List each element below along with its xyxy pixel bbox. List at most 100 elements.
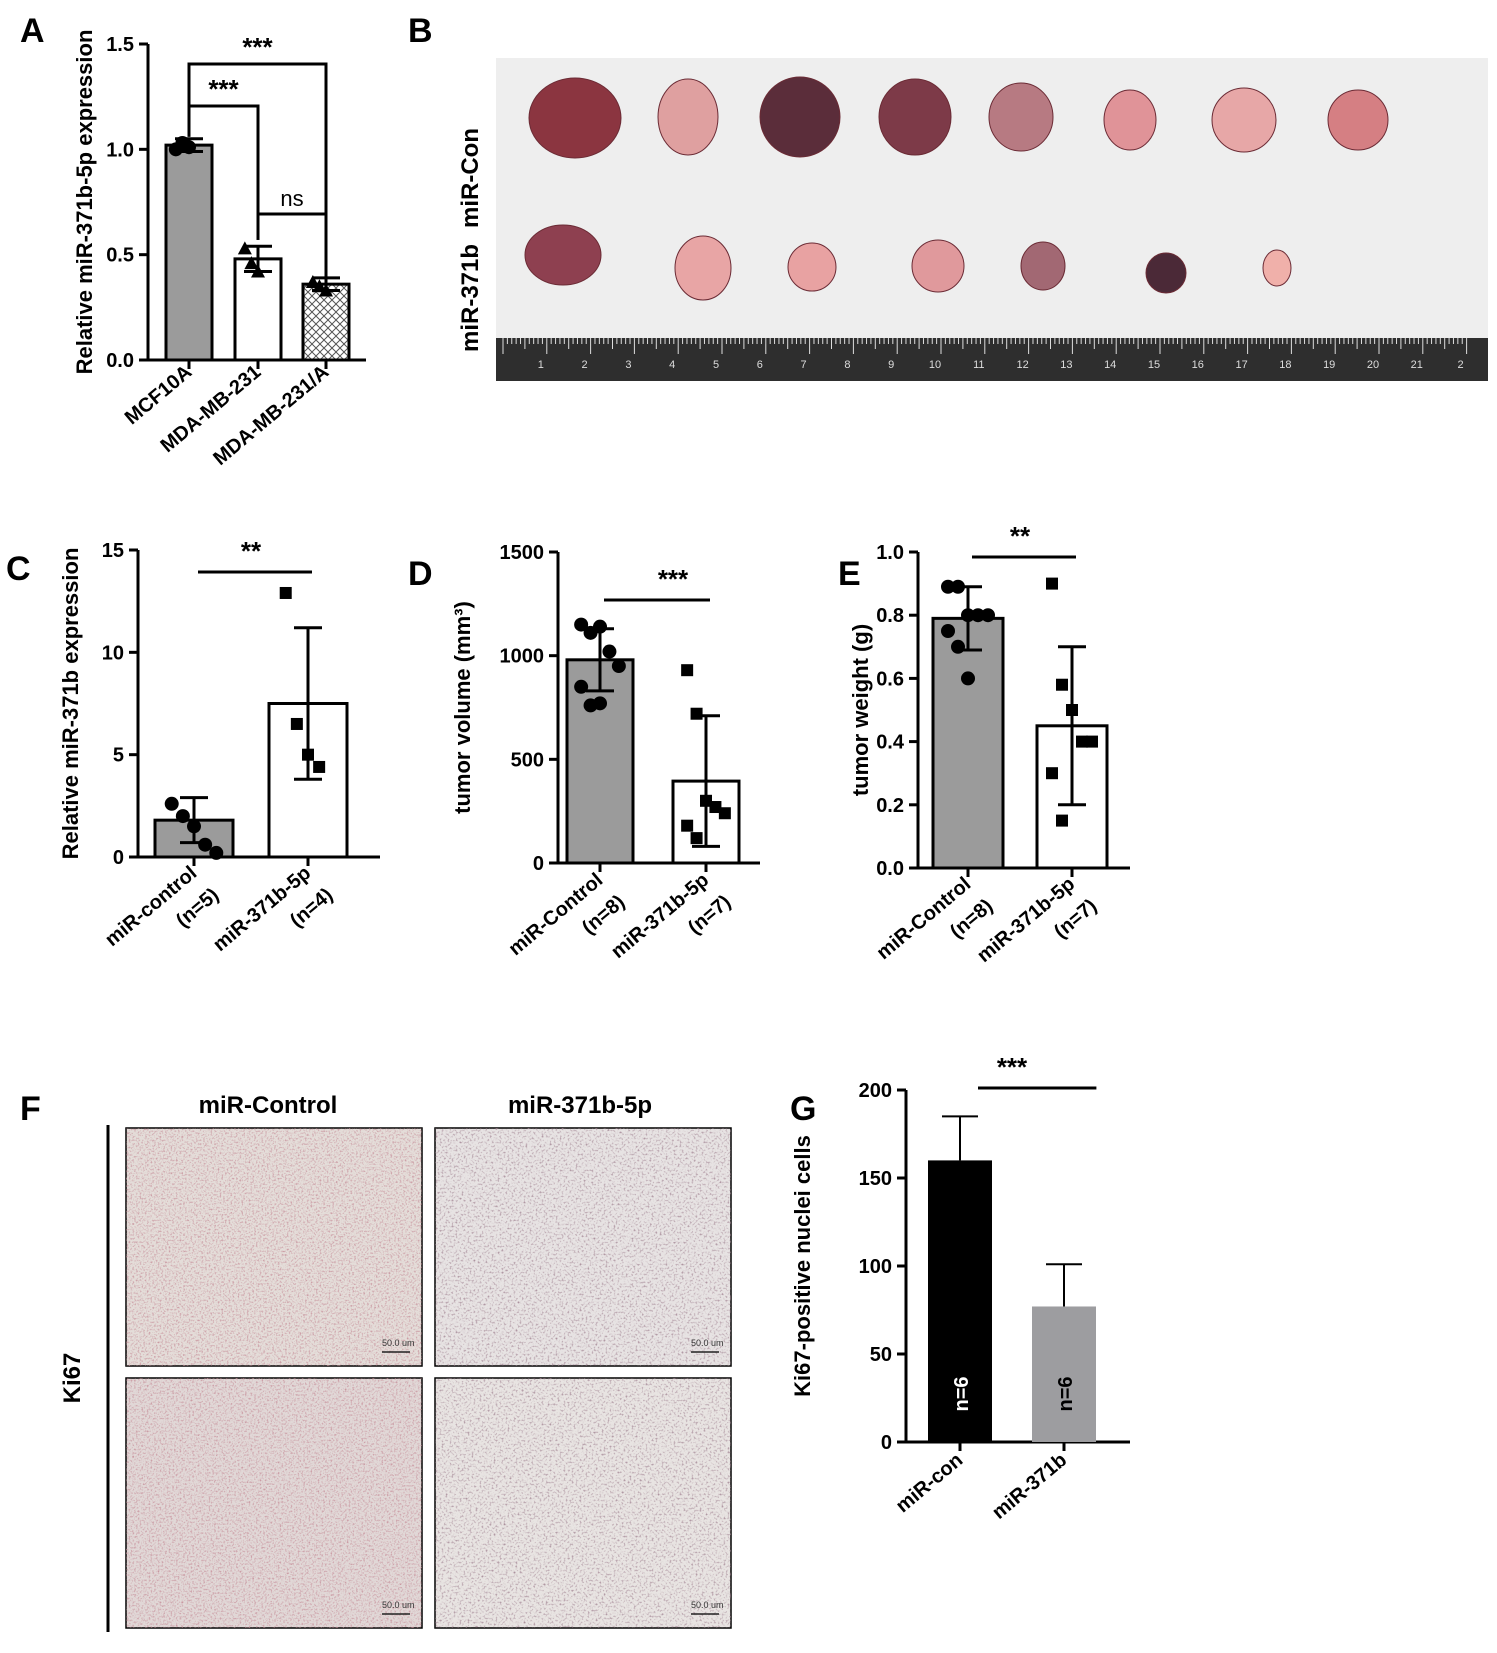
scale-bar-text-1: 50.0 um — [382, 1338, 415, 1348]
chart-d-data-point — [681, 819, 694, 832]
chart-e-ytick-label: 0.4 — [876, 732, 905, 754]
chart-c-ytick-label: 10 — [102, 642, 124, 664]
chart-d-sig-label: *** — [658, 564, 689, 594]
column-label-mir-371b-5p: miR-371b-5p — [508, 1092, 652, 1119]
chart-e-ytick-label: 0.8 — [876, 605, 904, 627]
chart-d-ytick-label: 1000 — [500, 646, 545, 668]
ruler-number: 13 — [1060, 359, 1072, 371]
chart-c-data-point — [290, 717, 303, 730]
ruler-number: 9 — [888, 359, 894, 371]
chart-c-ytick-label: 15 — [102, 540, 124, 562]
panel-label-g: G — [790, 1090, 816, 1128]
tumor-specimen — [787, 242, 837, 292]
panel-label-d: D — [408, 555, 433, 593]
chart-e-data-point — [941, 579, 955, 594]
chart-d-data-point — [690, 832, 703, 845]
ruler-number: 21 — [1411, 359, 1423, 371]
scale-bar-text-3: 50.0 um — [382, 1600, 415, 1610]
ruler-number: 1 — [538, 359, 544, 371]
ihc-texture-371b-2 — [435, 1378, 731, 1628]
chart-a-sig-label: *** — [242, 32, 273, 62]
chart-g-ytick-label: 150 — [859, 1168, 892, 1190]
chart-c-data-point — [302, 748, 314, 761]
tumor-specimen — [674, 235, 732, 301]
tumor-specimen — [878, 78, 952, 156]
chart-e-data-point — [1056, 678, 1068, 691]
chart-e-data-point — [981, 608, 995, 623]
chart-d-data-point — [574, 679, 589, 694]
chart-e-data-point — [1046, 767, 1058, 780]
tumor-specimen — [1020, 241, 1066, 291]
chart-d-data-point — [574, 617, 589, 632]
chart-c-ytick-label: 0 — [113, 847, 124, 869]
row-label-mir-con: miR-Con — [457, 128, 484, 228]
scale-bar-text-2: 50.0 um — [691, 1338, 724, 1348]
chart-a-data-point — [305, 275, 320, 289]
panel-label-e: E — [838, 555, 861, 593]
ruler-number: 14 — [1104, 359, 1116, 371]
ihc-texture-control-1 — [126, 1128, 422, 1366]
chart-e-data-point — [971, 608, 985, 623]
ruler-number: 4 — [669, 359, 675, 371]
chart-e-data-point — [951, 639, 965, 654]
chart-e-data-point — [1076, 735, 1088, 748]
chart-g-ytick-label: 200 — [859, 1080, 892, 1102]
chart-e-data-point — [941, 624, 955, 638]
chart-a-sig-bracket — [256, 212, 328, 278]
ihc-texture-control-2 — [126, 1378, 422, 1628]
chart-d-data-point — [718, 807, 731, 820]
chart-g-bar-text: n=6 — [951, 1376, 973, 1411]
panel-f-ki67-staining: Ki67 miR-Control miR-371b-5p 50.0 um 50.… — [59, 1092, 732, 1632]
chart-d-data-point — [602, 644, 617, 659]
chart-e-y-axis-label: tumor weight (g) — [848, 624, 873, 796]
ruler-number: 12 — [1016, 359, 1028, 371]
chart-a-relative-expression: 0.0 0.5 1.0 1.5 Relative miR-371b-5p express… — [72, 30, 366, 470]
ruler-number: 11 — [973, 359, 984, 371]
tumor-specimen — [524, 224, 602, 286]
scale-bar-text-4: 50.0 um — [691, 1600, 724, 1610]
chart-e-data-point — [1056, 814, 1068, 827]
chart-d-data-point — [681, 664, 694, 677]
chart-g-category-label: miR-371b — [988, 1449, 1071, 1524]
chart-e-data-point — [1086, 735, 1098, 748]
chart-d-data-point — [593, 696, 607, 711]
panel-label-b: B — [408, 12, 433, 50]
chart-c-y-axis-label: Relative miR-371b expression — [58, 548, 83, 860]
chart-a-data-point — [237, 241, 252, 255]
chart-c-ytick-label: 5 — [113, 745, 124, 767]
chart-a-ytick-label: 0.5 — [106, 245, 134, 267]
chart-a-category-label: MDA-MB-231/A — [209, 361, 333, 470]
chart-a-ytick-label: 1.5 — [106, 34, 134, 56]
chart-a-bar — [164, 143, 214, 362]
ruler-number: 3 — [625, 359, 631, 371]
chart-d-ytick-label: 0 — [533, 853, 544, 875]
ruler-number: 20 — [1367, 359, 1379, 371]
chart-g-y-axis-label: Ki67-positive nuclei cells — [790, 1135, 815, 1397]
ruler-number: 2 — [1458, 359, 1464, 371]
chart-g-sig-label: *** — [997, 1052, 1028, 1082]
ruler-number: 8 — [844, 359, 850, 371]
chart-g-ytick-label: 50 — [870, 1344, 892, 1366]
chart-d-data-point — [709, 801, 722, 814]
tumor-specimen — [911, 239, 965, 293]
chart-a-data-point — [251, 264, 265, 278]
ruler-number: 10 — [929, 359, 941, 371]
column-label-mir-control: miR-Control — [199, 1092, 338, 1119]
chart-g-bar-text: n=6 — [1055, 1376, 1077, 1411]
chart-c-data-point — [164, 796, 179, 811]
chart-d-data-point — [690, 707, 703, 720]
chart-d-data-point — [700, 794, 712, 807]
chart-g-ytick-label: 0 — [881, 1432, 892, 1454]
ruler-number: 2 — [582, 359, 588, 371]
chart-d-ytick-label: 500 — [511, 749, 544, 771]
chart-d-ytick-label: 1500 — [500, 542, 545, 564]
tumor-specimen — [1103, 89, 1157, 151]
tumor-specimen — [759, 76, 841, 158]
ruler-ticks: 1 2 3 4 5 6 7 8 9 10 11 12 13 14 15 16 17 18 19 20 21 2 — [502, 338, 1468, 371]
tumor-specimen — [1327, 89, 1389, 151]
ki67-row-label: Ki67 — [59, 1353, 86, 1404]
chart-a-data-point — [312, 279, 327, 293]
ruler-number: 5 — [713, 359, 719, 371]
